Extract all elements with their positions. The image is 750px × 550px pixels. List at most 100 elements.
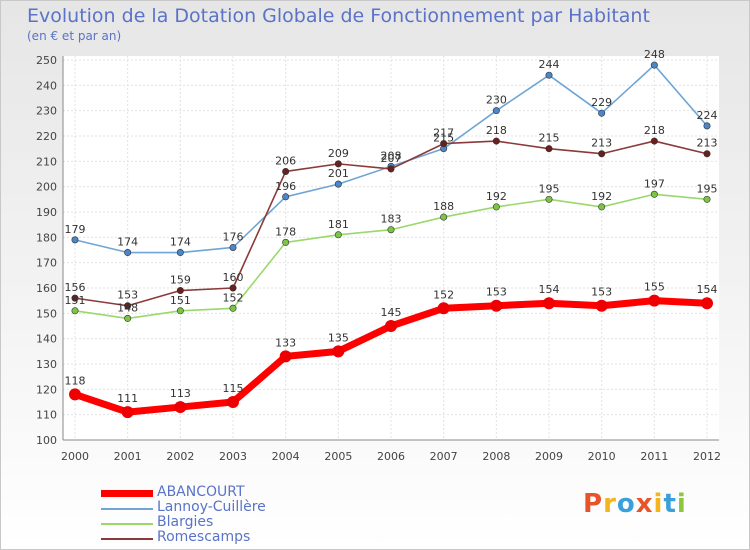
y-tick-label: 220 bbox=[36, 130, 57, 143]
logo-letter: r bbox=[603, 489, 617, 519]
data-point-romescamps bbox=[703, 150, 711, 158]
data-label-abancourt: 155 bbox=[644, 281, 665, 294]
x-tick-label: 2008 bbox=[482, 450, 510, 463]
data-point-abancourt bbox=[69, 388, 81, 401]
data-label-romescamps: 159 bbox=[170, 274, 191, 287]
data-point-romescamps bbox=[71, 294, 79, 302]
data-point-blargies bbox=[282, 238, 290, 246]
data-label-abancourt: 118 bbox=[65, 374, 86, 387]
logo-letter: i bbox=[653, 489, 664, 519]
data-label-blargies: 195 bbox=[539, 182, 560, 195]
data-point-lannoy-cuillere bbox=[334, 180, 342, 188]
x-tick-label: 2007 bbox=[430, 450, 458, 463]
data-point-abancourt bbox=[174, 401, 187, 414]
data-label-romescamps: 206 bbox=[275, 154, 296, 167]
data-label-abancourt: 145 bbox=[381, 306, 402, 319]
y-tick-label: 140 bbox=[36, 333, 57, 346]
x-tick-label: 2001 bbox=[114, 450, 142, 463]
data-point-blargies bbox=[124, 314, 132, 322]
data-point-lannoy-cuillere bbox=[282, 193, 290, 201]
legend-swatch bbox=[101, 523, 153, 525]
x-tick-label: 2006 bbox=[377, 450, 405, 463]
data-point-abancourt bbox=[595, 299, 608, 312]
x-tick-label: 2003 bbox=[219, 450, 247, 463]
y-tick-label: 120 bbox=[36, 383, 57, 396]
data-point-lannoy-cuillere bbox=[598, 109, 606, 117]
data-point-abancourt bbox=[437, 302, 450, 315]
data-point-blargies bbox=[71, 307, 79, 315]
x-tick-label: 2011 bbox=[640, 450, 668, 463]
data-label-lannoy-cuillere: 248 bbox=[644, 48, 665, 61]
data-label-romescamps: 215 bbox=[539, 132, 560, 145]
y-tick-label: 170 bbox=[36, 257, 57, 270]
legend-label: Blargies bbox=[157, 514, 214, 530]
data-label-abancourt: 153 bbox=[591, 286, 612, 299]
chart-title: Evolution de la Dotation Globale de Fonc… bbox=[27, 5, 650, 27]
data-label-romescamps: 153 bbox=[117, 289, 138, 302]
data-point-lannoy-cuillere bbox=[71, 236, 79, 244]
data-label-romescamps: 209 bbox=[328, 147, 349, 160]
data-label-lannoy-cuillere: 244 bbox=[539, 58, 560, 71]
logo-letter: x bbox=[635, 489, 654, 519]
data-point-romescamps bbox=[545, 145, 553, 153]
x-tick-label: 2005 bbox=[324, 450, 352, 463]
y-tick-label: 100 bbox=[36, 434, 57, 447]
data-label-abancourt: 133 bbox=[275, 336, 296, 349]
data-point-romescamps bbox=[650, 137, 658, 145]
data-point-abancourt bbox=[648, 294, 661, 307]
data-point-abancourt bbox=[543, 297, 555, 310]
data-label-blargies: 181 bbox=[328, 218, 349, 231]
data-label-romescamps: 160 bbox=[223, 271, 244, 284]
data-label-abancourt: 154 bbox=[697, 283, 718, 296]
data-label-lannoy-cuillere: 208 bbox=[381, 149, 402, 162]
data-point-abancourt bbox=[490, 299, 503, 312]
data-point-blargies bbox=[492, 203, 500, 211]
data-point-romescamps bbox=[387, 165, 395, 173]
y-tick-label: 110 bbox=[36, 409, 57, 422]
data-label-romescamps: 207 bbox=[381, 152, 402, 165]
logo-letter: o bbox=[616, 489, 636, 519]
data-point-blargies bbox=[440, 213, 448, 221]
data-point-blargies bbox=[545, 195, 553, 203]
proxiti-logo: Proxiti bbox=[583, 489, 687, 519]
legend-label: Romescamps bbox=[157, 529, 251, 545]
data-label-abancourt: 113 bbox=[170, 387, 191, 400]
data-label-blargies: 151 bbox=[65, 294, 86, 307]
legend-swatch bbox=[101, 508, 153, 510]
data-point-abancourt bbox=[279, 350, 292, 363]
data-label-lannoy-cuillere: 229 bbox=[591, 96, 612, 109]
data-label-romescamps: 213 bbox=[697, 137, 718, 150]
legend-swatch bbox=[101, 538, 153, 540]
data-point-abancourt bbox=[227, 396, 239, 408]
data-point-romescamps bbox=[440, 140, 448, 148]
y-tick-label: 150 bbox=[36, 307, 57, 320]
data-point-blargies bbox=[703, 195, 711, 203]
data-label-romescamps: 218 bbox=[486, 124, 507, 137]
data-point-romescamps bbox=[282, 167, 290, 175]
data-point-blargies bbox=[650, 190, 658, 198]
data-label-blargies: 151 bbox=[170, 294, 191, 307]
data-point-romescamps bbox=[598, 150, 606, 158]
data-point-abancourt bbox=[701, 297, 713, 310]
x-tick-label: 2009 bbox=[535, 450, 563, 463]
x-tick-label: 2000 bbox=[61, 450, 89, 463]
y-tick-label: 230 bbox=[36, 105, 57, 118]
data-label-abancourt: 153 bbox=[486, 286, 507, 299]
data-label-abancourt: 135 bbox=[328, 331, 349, 344]
data-point-lannoy-cuillere bbox=[703, 122, 711, 130]
data-label-romescamps: 156 bbox=[65, 281, 86, 294]
data-point-abancourt bbox=[385, 320, 397, 332]
data-label-blargies: 195 bbox=[697, 182, 718, 195]
y-tick-label: 180 bbox=[36, 231, 57, 244]
data-point-lannoy-cuillere bbox=[650, 61, 658, 69]
data-point-romescamps bbox=[124, 302, 132, 310]
data-label-lannoy-cuillere: 224 bbox=[697, 109, 718, 122]
logo-letter: i bbox=[676, 489, 687, 519]
data-label-abancourt: 111 bbox=[117, 392, 138, 405]
data-point-lannoy-cuillere bbox=[176, 249, 184, 257]
x-tick-label: 2012 bbox=[693, 450, 721, 463]
data-label-lannoy-cuillere: 174 bbox=[170, 236, 191, 249]
data-label-lannoy-cuillere: 230 bbox=[486, 94, 507, 107]
data-label-blargies: 192 bbox=[486, 190, 507, 203]
data-label-blargies: 183 bbox=[381, 213, 402, 226]
